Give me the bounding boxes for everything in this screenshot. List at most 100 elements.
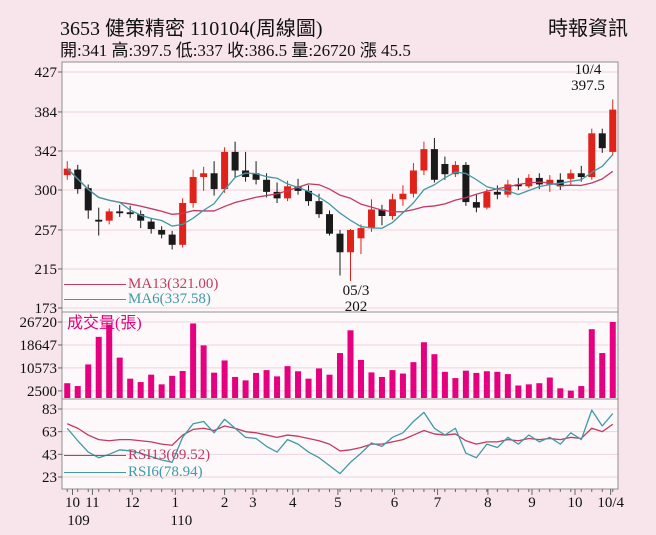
volume-bar: [378, 376, 385, 398]
candle-body: [263, 179, 271, 192]
price-y-tick-label: 342: [35, 144, 58, 160]
annotation-high-price: 397.5: [571, 78, 605, 94]
x-month-label: 2: [221, 495, 229, 511]
price-y-tick-label: 257: [35, 223, 58, 239]
candle-body: [609, 109, 617, 152]
volume-bar: [399, 373, 406, 398]
ma13-line: [66, 168, 614, 215]
legend-ma13-label: MA13(321.00): [128, 276, 219, 292]
rsi6-line: [66, 409, 614, 475]
volume-bar: [253, 372, 260, 398]
volume-bar: [473, 372, 480, 398]
annotation-low-price: 202: [344, 299, 368, 315]
rsi-y-tick-label: 23: [42, 470, 57, 486]
candle-body: [336, 233, 344, 253]
volume-y-tick-label: 26720: [20, 315, 58, 331]
volume-bar: [599, 353, 606, 398]
price-y-tick-label: 384: [35, 105, 58, 121]
volume-bar: [211, 372, 218, 398]
candle-body: [577, 173, 585, 177]
candle-body: [430, 149, 438, 180]
volume-bar: [316, 368, 323, 398]
candle-body: [105, 211, 113, 221]
volume-bar: [232, 376, 239, 398]
candle-body: [514, 184, 522, 187]
volume-bar: [95, 336, 102, 398]
candle-body: [221, 151, 229, 190]
volume-bar: [127, 378, 134, 398]
volume-bar: [106, 324, 113, 398]
x-month-label: 6: [391, 495, 399, 511]
ma13-line-swatch: [64, 284, 126, 285]
candle-body: [315, 201, 323, 215]
volume-bar: [179, 370, 186, 398]
volume-bar: [85, 364, 92, 398]
price-y-tick-label: 173: [35, 301, 58, 317]
x-month-label: 10: [567, 495, 582, 511]
candle-body: [546, 179, 554, 185]
volume-bar: [483, 371, 490, 398]
plot-background: [62, 62, 618, 489]
x-year-label: 109: [67, 513, 90, 529]
volume-bar: [64, 383, 71, 398]
volume-bar: [567, 390, 574, 398]
rsi13-line-swatch: [64, 455, 126, 456]
rsi-y-tick-label: 83: [42, 402, 57, 418]
candle-body: [388, 199, 396, 217]
annotation-high: 10/4 397.5: [546, 62, 630, 94]
candle-body: [535, 177, 543, 185]
data-source-label: 時報資訊: [548, 18, 628, 40]
volume-bar: [557, 388, 564, 398]
volume-y-tick-label: 2500: [27, 384, 57, 400]
x-month-label: 5: [334, 495, 342, 511]
volume-bar: [295, 371, 302, 398]
candle-body: [409, 170, 417, 194]
volume-bar: [546, 377, 553, 398]
candle-body: [200, 173, 208, 177]
candle-body: [367, 209, 375, 229]
volume-bar: [74, 386, 81, 398]
candle-body: [378, 209, 386, 217]
volume-bar: [116, 357, 123, 398]
x-month-label: 12: [125, 495, 140, 511]
volume-bar: [452, 378, 459, 398]
candle-body: [63, 168, 71, 176]
candle-body: [158, 229, 166, 235]
volume-bar: [504, 374, 511, 398]
candle-body: [305, 190, 313, 202]
volume-bar: [536, 383, 543, 398]
volume-bar: [609, 322, 616, 398]
volume-bar: [337, 353, 343, 398]
volume-bar: [221, 360, 228, 398]
candle-body: [137, 214, 145, 221]
candle-body: [126, 212, 134, 215]
volume-bar: [515, 385, 522, 398]
volume-bar: [588, 329, 595, 398]
volume-bar: [190, 323, 197, 398]
candle-body: [252, 173, 260, 180]
x-month-label: 4: [289, 495, 297, 511]
x-month-label: 7: [434, 495, 442, 511]
volume-bar: [462, 370, 469, 398]
volume-bar: [410, 362, 417, 398]
x-month-label: 9: [528, 495, 536, 511]
candle-body: [441, 163, 449, 175]
candle-body: [231, 151, 239, 171]
page-title: 3653 健策精密 110104(周線圖): [60, 18, 323, 40]
volume-bar: [158, 384, 165, 398]
candle-body: [273, 191, 281, 199]
candle-body: [116, 211, 124, 214]
annotation-low-date: 05/3: [342, 283, 370, 299]
volume-bar: [137, 382, 144, 398]
candle-body: [147, 221, 155, 230]
legend-ma6: MA6(337.58): [64, 292, 211, 307]
volume-bar: [525, 384, 532, 398]
candle-body: [567, 173, 575, 179]
volume-bar: [305, 378, 312, 398]
volume-bar: [389, 370, 396, 398]
candle-body: [451, 164, 459, 175]
candle-body: [483, 191, 491, 208]
candle-body: [284, 186, 292, 199]
